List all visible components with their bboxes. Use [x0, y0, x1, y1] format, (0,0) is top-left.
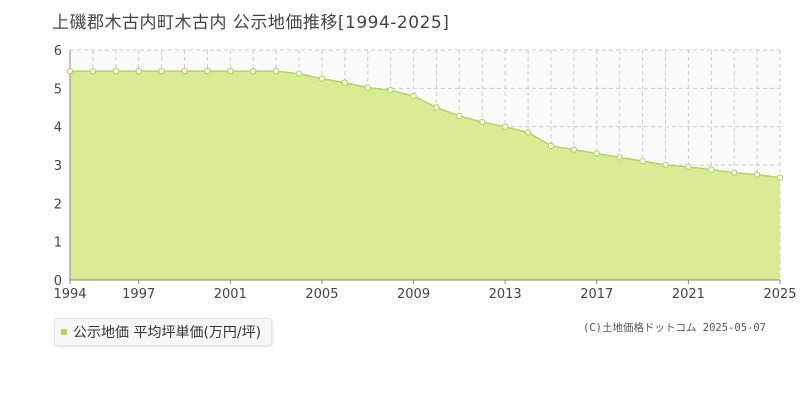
chart-title: 上磯郡木古内町木古内 公示地価推移[1994-2025]	[52, 13, 450, 33]
x-tick-label: 2021	[672, 287, 705, 302]
data-point	[570, 146, 578, 153]
y-tick-label: 5	[54, 82, 62, 97]
data-point	[204, 67, 211, 75]
y-tick-label: 3	[54, 159, 62, 174]
data-point	[479, 118, 486, 126]
data-point	[89, 67, 97, 75]
data-point	[456, 112, 463, 120]
data-point	[639, 157, 646, 165]
data-point	[616, 154, 623, 161]
x-tick-label: 2009	[397, 287, 430, 302]
x-tick-label: 2017	[580, 287, 613, 302]
data-point	[685, 163, 692, 171]
data-point	[593, 150, 600, 157]
data-point	[776, 174, 784, 181]
data-point	[135, 67, 142, 75]
legend-label: 公示地価 平均坪単価(万円/坪)	[73, 325, 262, 341]
data-point	[250, 67, 257, 75]
x-tick-label: 1994	[53, 287, 86, 302]
series-area	[70, 71, 780, 280]
y-tick-label: 0	[54, 274, 62, 289]
x-tick-label: 2001	[214, 287, 247, 302]
data-point	[708, 166, 715, 173]
legend-swatch	[61, 329, 67, 335]
data-point	[272, 67, 280, 75]
data-point	[730, 169, 738, 176]
data-point	[318, 75, 326, 82]
data-point	[295, 70, 303, 77]
data-point	[753, 171, 761, 178]
data-point	[364, 84, 371, 91]
data-point	[227, 67, 234, 75]
data-point	[524, 129, 532, 136]
y-tick-label: 1	[54, 236, 62, 251]
legend: 公示地価 平均坪単価(万円/坪)	[54, 318, 273, 346]
data-point	[433, 104, 440, 111]
data-point	[387, 87, 394, 94]
data-point	[410, 92, 417, 100]
data-point	[341, 79, 349, 86]
data-point	[181, 67, 188, 75]
data-point	[547, 142, 555, 150]
data-point	[112, 67, 120, 75]
x-tick-label: 2025	[763, 287, 796, 302]
x-tick-label: 1997	[122, 287, 155, 302]
x-tick-label: 2005	[305, 287, 338, 302]
data-point	[66, 67, 74, 75]
x-tick-label: 2013	[489, 287, 522, 302]
series-line	[70, 70, 781, 179]
data-point	[158, 67, 165, 75]
y-tick-label: 6	[54, 44, 62, 59]
data-point	[662, 161, 669, 169]
y-tick-label: 4	[54, 121, 62, 136]
copyright-text: (C)土地価格ドットコム 2025-05-07	[582, 322, 766, 334]
data-point	[501, 123, 509, 130]
y-tick-label: 2	[54, 197, 62, 212]
